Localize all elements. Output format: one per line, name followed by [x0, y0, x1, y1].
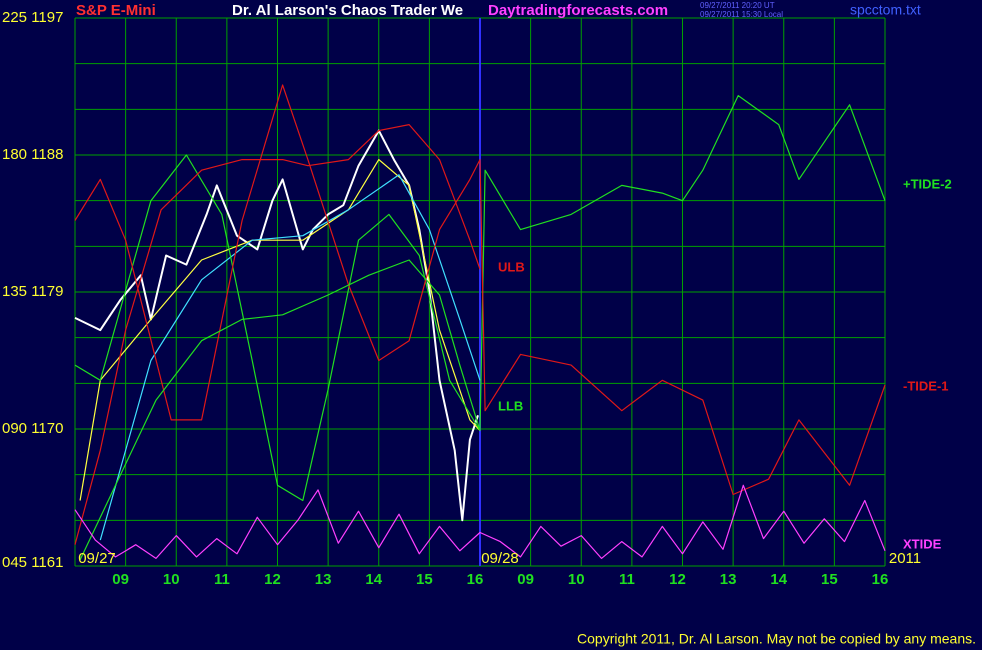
site: Daytradingforecasts.com [488, 2, 668, 19]
x-tick-label: 14 [770, 571, 787, 588]
series-line [74, 84, 886, 496]
series-line [74, 129, 479, 522]
series-line [99, 174, 481, 541]
x-tick-label: 09 [112, 571, 129, 588]
x-tick-label: 11 [619, 571, 635, 588]
legend-label: LLB [498, 398, 523, 413]
x-tick-label: 11 [214, 571, 230, 588]
series-line [74, 484, 886, 560]
x-tick-label: 16 [872, 571, 889, 588]
symbol: S&P E-Mini [76, 2, 156, 19]
file-name: spcctom.txt [850, 2, 921, 18]
x-tick-label: 14 [365, 571, 382, 588]
legend-label: -TIDE-1 [903, 378, 949, 393]
timestamp: 09/27/2011 15:30 Local [700, 10, 783, 19]
x-tick-label: 13 [315, 571, 332, 588]
y-tick-label: 225 1197 [2, 9, 63, 26]
legend-label: +TIDE-2 [903, 176, 952, 191]
x-tick-label: 13 [720, 571, 737, 588]
date-label: 09/27 [78, 550, 116, 567]
y-tick-label: 045 1161 [2, 554, 63, 571]
legend-label: ULB [498, 259, 525, 274]
timestamp: 09/27/2011 20:20 UT [700, 1, 775, 10]
date-label: 2011 [889, 550, 921, 567]
series-line [74, 94, 886, 502]
series-line [74, 123, 481, 545]
y-tick-label: 090 1170 [2, 420, 63, 437]
legend-label: XTIDE [903, 536, 942, 551]
x-tick-label: 12 [264, 571, 281, 588]
x-tick-label: 09 [517, 571, 534, 588]
x-tick-label: 16 [467, 571, 484, 588]
series-line [79, 159, 481, 501]
x-tick-label: 10 [568, 571, 585, 588]
x-tick-label: 12 [669, 571, 686, 588]
x-tick-label: 15 [821, 571, 838, 588]
x-tick-label: 10 [163, 571, 180, 588]
chart-title: Dr. Al Larson's Chaos Trader We [232, 2, 463, 19]
y-tick-label: 135 1179 [2, 283, 63, 300]
x-tick-label: 15 [416, 571, 433, 588]
copyright: Copyright 2011, Dr. Al Larson. May not b… [577, 631, 976, 647]
series-line [79, 259, 481, 561]
series-lines [74, 84, 886, 561]
y-tick-label: 180 1188 [2, 146, 63, 163]
date-label: 09/28 [481, 550, 519, 567]
